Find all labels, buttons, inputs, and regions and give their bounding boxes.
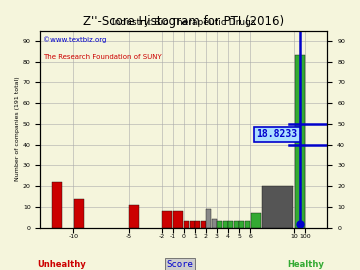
Bar [234, 221, 239, 228]
Title: Z''-Score Histogram for PTI (2016): Z''-Score Histogram for PTI (2016) [83, 15, 284, 28]
Bar [162, 211, 172, 228]
Bar [295, 55, 305, 228]
Y-axis label: Number of companies (191 total): Number of companies (191 total) [15, 77, 20, 181]
Bar [262, 186, 293, 228]
Bar [228, 221, 233, 228]
Bar [206, 209, 211, 228]
Bar [217, 221, 222, 228]
Bar [239, 221, 244, 228]
Bar [245, 221, 250, 228]
Bar [184, 221, 189, 228]
Text: ©www.textbiz.org: ©www.textbiz.org [43, 36, 107, 43]
Text: The Research Foundation of SUNY: The Research Foundation of SUNY [43, 54, 162, 60]
Bar [52, 182, 62, 228]
Bar [195, 221, 200, 228]
Text: Score: Score [167, 260, 193, 269]
Bar [251, 213, 261, 228]
Text: Healthy: Healthy [288, 260, 324, 269]
Bar [173, 211, 184, 228]
Text: 18.8233: 18.8233 [256, 129, 298, 139]
Bar [223, 221, 228, 228]
Text: Industry: Bio Therapeutic Drugs: Industry: Bio Therapeutic Drugs [112, 18, 256, 27]
Bar [201, 221, 206, 228]
Text: Unhealthy: Unhealthy [37, 260, 86, 269]
Bar [212, 219, 217, 228]
Bar [74, 198, 84, 228]
Bar [190, 221, 195, 228]
Bar [129, 205, 139, 228]
